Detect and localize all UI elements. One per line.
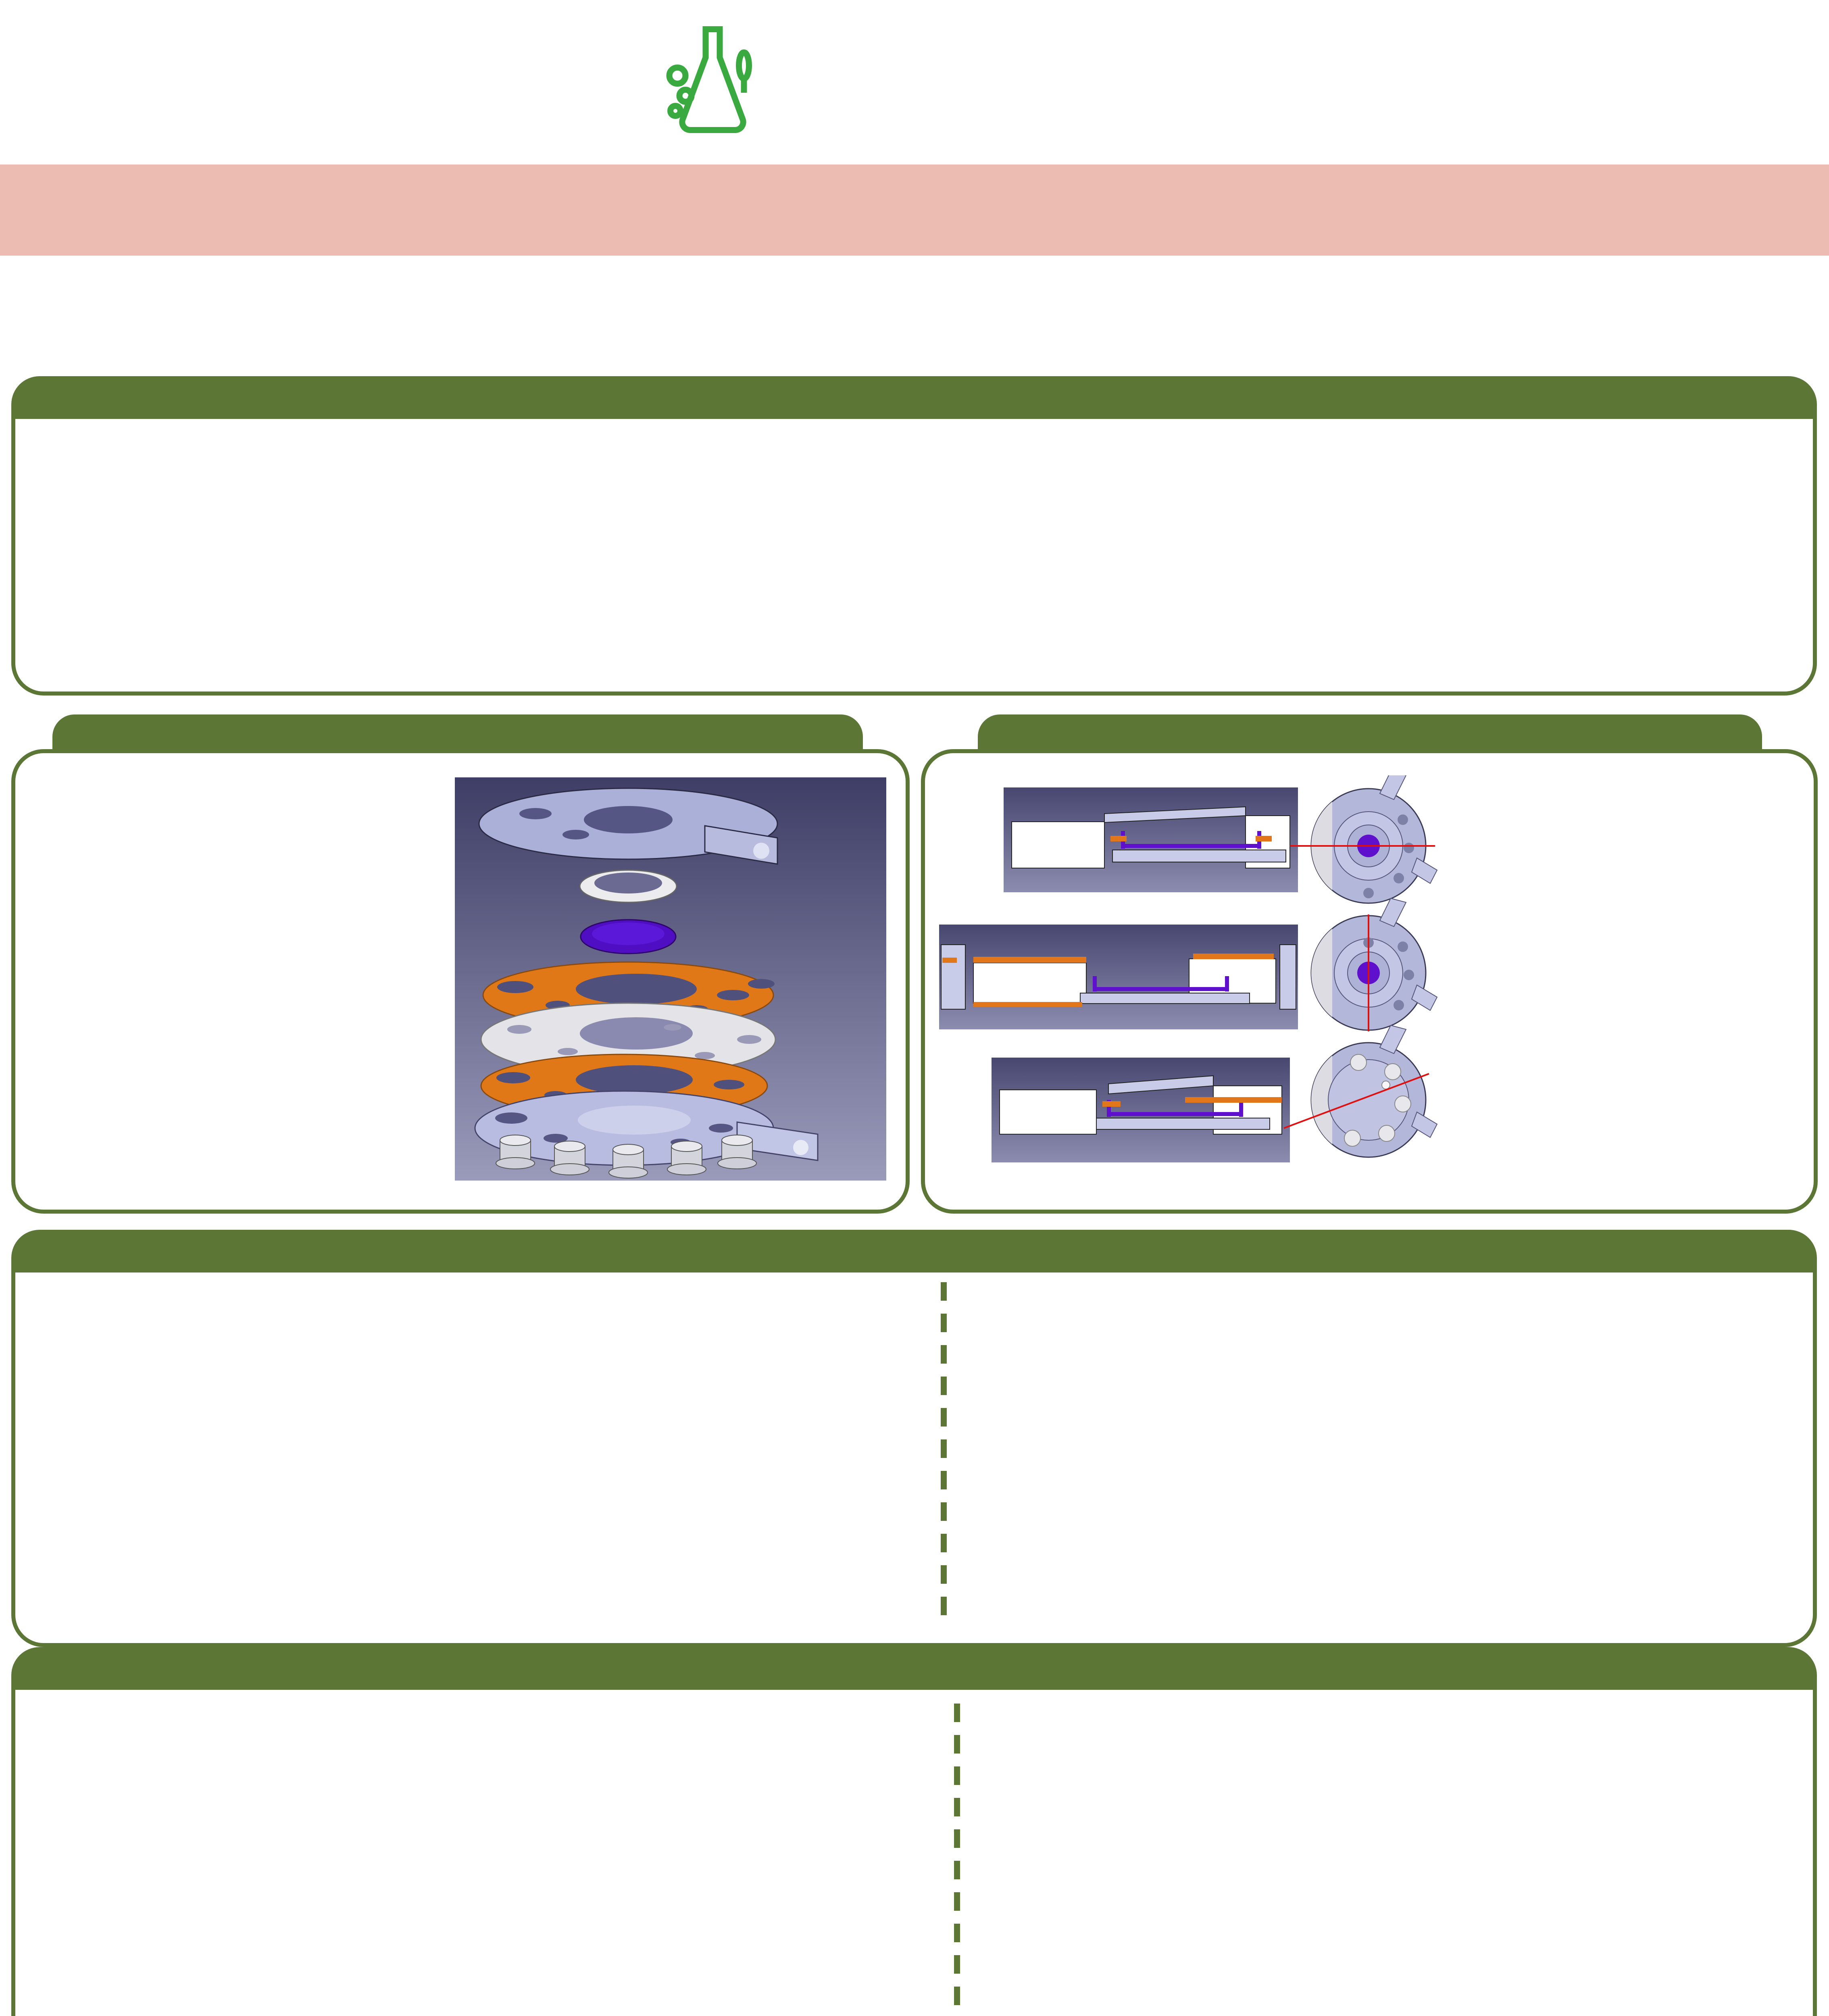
parte-2-part [480,1002,776,1077]
dashed-divider [954,1704,960,2016]
cross-section-a [1004,787,1298,892]
section-simulations [11,1230,1817,1647]
section-introduction [11,376,1817,696]
cross-section-c [992,1058,1290,1162]
parte-6-part [579,869,677,903]
cazoleta-part [580,919,677,954]
front-view-bottom [1283,1025,1438,1158]
front-view-middle [1310,898,1438,1031]
introduction-body [15,419,1813,447]
internal-design-figure [939,775,1438,1162]
section-internal-design [921,749,1818,1214]
section-exploded-view [11,749,910,1214]
exploded-view-figure [455,777,886,1181]
parte-1-part [478,787,778,865]
cross-section-b [939,925,1298,1029]
flask-icon [666,26,752,133]
chart-xrd-diffractogram [964,1689,1452,1960]
front-view-top [1290,775,1438,904]
chart-transmittance-vs-thickness [441,1264,904,1627]
chart-second-cycle [537,1691,949,2016]
chart-transmittance-vs-angle [961,1264,1400,1627]
exploded-view-heading [52,714,863,752]
introduction-heading [11,376,1817,419]
internal-design-heading [978,714,1762,752]
dashed-divider [941,1282,947,1617]
section-electrochemical [11,1647,1817,2016]
electrochemical-heading [11,1647,1817,1690]
simulations-heading [11,1230,1817,1272]
conference-logo [665,4,1165,165]
poster-title [0,165,1829,256]
parte-4-bushings [496,1135,757,1179]
